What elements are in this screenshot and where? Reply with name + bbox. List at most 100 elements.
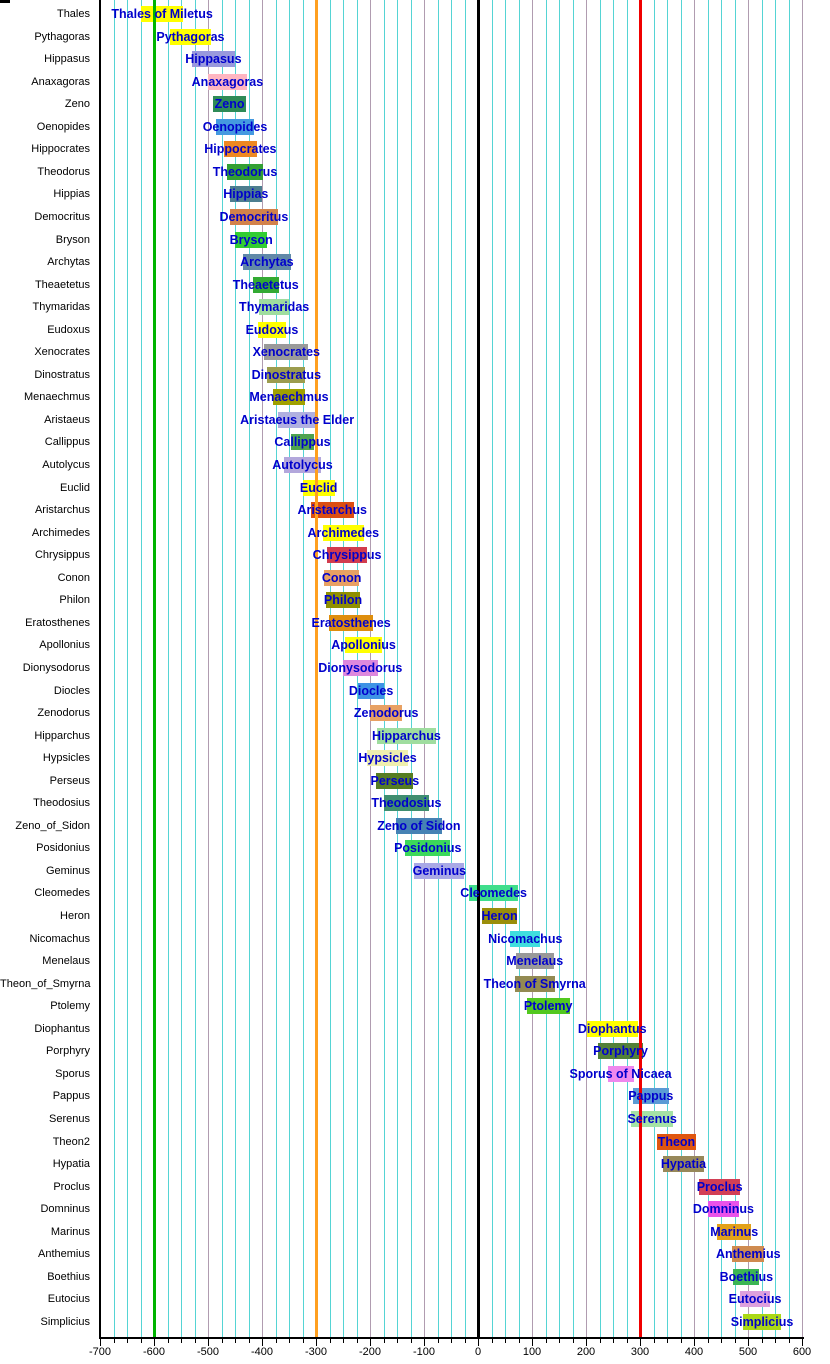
bar-label: Nicomachus xyxy=(488,931,563,946)
y-axis-line xyxy=(99,0,101,1337)
bar-label: Theodorus xyxy=(212,164,278,179)
timeline-bar xyxy=(395,817,442,834)
major-gridline xyxy=(532,0,533,1337)
axis-tick xyxy=(424,1339,425,1346)
row-label: Zeno xyxy=(64,98,90,111)
timeline-bar xyxy=(327,547,367,564)
axis-tick xyxy=(667,1339,668,1343)
axis-tick xyxy=(113,1339,115,1343)
bar-label: Domninus xyxy=(692,1202,754,1217)
row-label: Aristarchus xyxy=(34,504,90,517)
minor-gridline xyxy=(248,0,250,1337)
major-gridline xyxy=(802,0,803,1337)
timeline-bar xyxy=(732,1246,765,1263)
axis-tick xyxy=(154,1339,155,1346)
axis-tick xyxy=(235,1339,236,1343)
row-label: Proclus xyxy=(53,1180,90,1193)
bar-label: Menaechmus xyxy=(249,390,329,405)
minor-gridline xyxy=(775,0,776,1337)
axis-tick-label: -300 xyxy=(304,1346,328,1358)
timeline-bar xyxy=(607,1065,634,1082)
row-label: Thymaridas xyxy=(32,301,90,314)
axis-tick xyxy=(788,1339,790,1343)
row-label: Thales xyxy=(56,8,90,20)
row-label: Marinus xyxy=(50,1225,90,1238)
axis-tick xyxy=(302,1339,304,1343)
row-label: Hippasus xyxy=(44,53,90,66)
minor-gridline xyxy=(734,0,736,1337)
axis-tick xyxy=(167,1339,169,1343)
timeline-bar xyxy=(514,975,555,992)
timeline-bar xyxy=(324,569,360,586)
timeline-bar xyxy=(290,434,315,451)
bar-label: Proclus xyxy=(696,1179,743,1194)
bar-label: Euclid xyxy=(299,480,338,495)
minor-gridline xyxy=(181,0,182,1337)
timeline-bar xyxy=(597,1043,644,1060)
bar-label: Anaxagoras xyxy=(191,74,264,89)
bar-label: Aristarchus xyxy=(297,503,367,518)
row-label: Zeno_of_Sidon xyxy=(15,819,90,832)
axis-tick xyxy=(262,1339,263,1346)
minor-gridline xyxy=(410,0,412,1337)
row-label: Pappus xyxy=(52,1090,90,1103)
bar-label: Cleomedes xyxy=(460,886,528,901)
axis-tick xyxy=(221,1339,223,1343)
timeline-bar xyxy=(252,276,279,293)
row-label: Serenus xyxy=(49,1112,90,1125)
major-gridline xyxy=(262,0,263,1337)
timeline-bar xyxy=(717,1223,752,1240)
minor-gridline xyxy=(518,0,520,1337)
timeline-bar xyxy=(283,457,322,473)
row-label: Hipparchus xyxy=(34,729,90,742)
timeline-bar xyxy=(632,1088,669,1105)
axis-tick xyxy=(518,1339,520,1343)
bar-label: Hypatia xyxy=(660,1157,707,1172)
row-label: Zenodorus xyxy=(37,707,90,720)
row-label: Domninus xyxy=(40,1203,90,1216)
minor-gridline xyxy=(397,0,398,1337)
row-label: Conon xyxy=(57,571,90,584)
timeline-bar xyxy=(742,1313,782,1330)
bar-label: Eratosthenes xyxy=(311,615,391,630)
bar-label: Posidonius xyxy=(394,841,462,856)
row-label: Posidonius xyxy=(36,842,90,855)
axis-tick-label: 0 xyxy=(474,1346,482,1358)
row-label: Hippocrates xyxy=(31,143,90,156)
row-label: Hypatia xyxy=(52,1158,90,1171)
major-gridline xyxy=(694,0,695,1337)
axis-tick-label: 400 xyxy=(684,1346,704,1358)
bar-label: Thymaridas xyxy=(239,300,310,315)
row-label: Xenocrates xyxy=(34,346,90,359)
timeline-bar xyxy=(216,118,254,135)
minor-gridline xyxy=(626,0,628,1337)
axis-tick xyxy=(505,1339,506,1343)
row-label: Diocles xyxy=(53,684,90,697)
timeline-bar xyxy=(170,28,211,45)
minor-gridline xyxy=(113,0,115,1337)
timeline-bar xyxy=(243,254,291,271)
timeline-bar xyxy=(208,73,247,90)
bar-label: Heron xyxy=(481,909,518,923)
row-label: Democritus xyxy=(34,210,90,223)
axis-tick xyxy=(802,1339,803,1346)
timeline-bar xyxy=(235,231,268,248)
bar-label: Hippasus xyxy=(185,52,242,67)
row-label: Anthemius xyxy=(38,1248,90,1261)
axis-tick xyxy=(289,1339,290,1343)
bar-label: Marinus xyxy=(710,1224,759,1239)
timeline-bar xyxy=(482,908,517,924)
bar-label: Porphyry xyxy=(593,1044,648,1059)
timeline-bar xyxy=(323,524,364,541)
timeline-bar xyxy=(278,411,316,428)
bar-label: Dionysodorus xyxy=(318,660,403,675)
minor-gridline xyxy=(559,0,560,1337)
timeline-bar xyxy=(414,862,465,879)
timeline-bar xyxy=(383,795,430,812)
axis-tick xyxy=(343,1339,344,1343)
minor-gridline xyxy=(127,0,128,1337)
row-label: Euclid xyxy=(60,481,90,494)
minor-gridline xyxy=(613,0,614,1337)
axis-tick xyxy=(356,1339,358,1343)
axis-tick xyxy=(545,1339,547,1343)
